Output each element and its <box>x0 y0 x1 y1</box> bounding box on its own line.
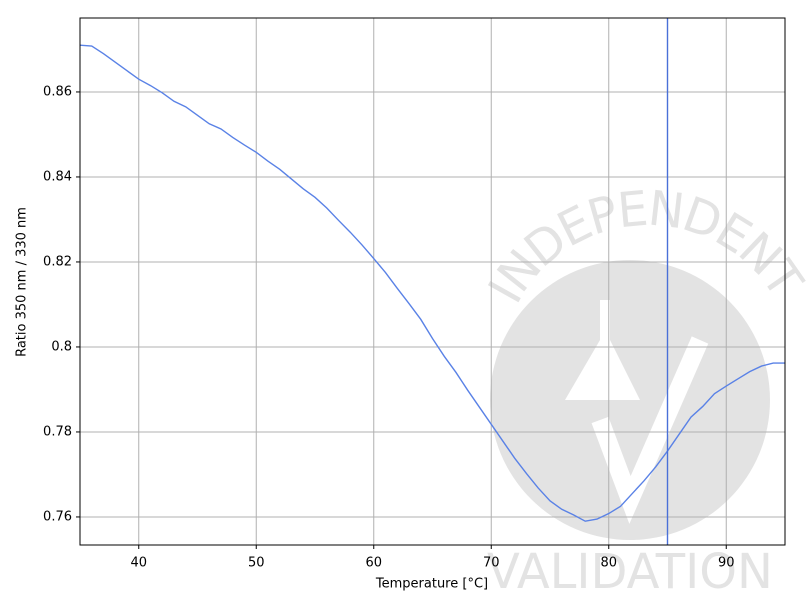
watermark-check <box>591 336 709 524</box>
y-tick-label: 0.86 <box>43 84 72 99</box>
y-tick-label: 0.82 <box>43 254 72 269</box>
x-tick-label: 50 <box>248 556 265 571</box>
x-tick-label: 60 <box>365 556 382 571</box>
y-tick-label: 0.76 <box>43 509 72 524</box>
y-axis-label: Ratio 350 nm / 330 nm <box>15 207 30 357</box>
watermark-flask <box>565 300 640 400</box>
y-tick-label: 0.8 <box>51 339 72 354</box>
x-tick-label: 70 <box>483 556 500 571</box>
watermark: INDEPENDENT VALIDATION <box>478 180 810 600</box>
x-tick-label: 90 <box>718 556 735 571</box>
x-axis-label: Temperature [°C] <box>375 577 488 592</box>
x-tick-label: 40 <box>130 556 147 571</box>
y-tick-label: 0.78 <box>43 424 72 439</box>
watermark-bottom: VALIDATION <box>487 544 773 600</box>
plot-frame <box>79 17 786 546</box>
y-tick-label: 0.84 <box>43 169 72 184</box>
x-tick-label: 80 <box>600 556 617 571</box>
